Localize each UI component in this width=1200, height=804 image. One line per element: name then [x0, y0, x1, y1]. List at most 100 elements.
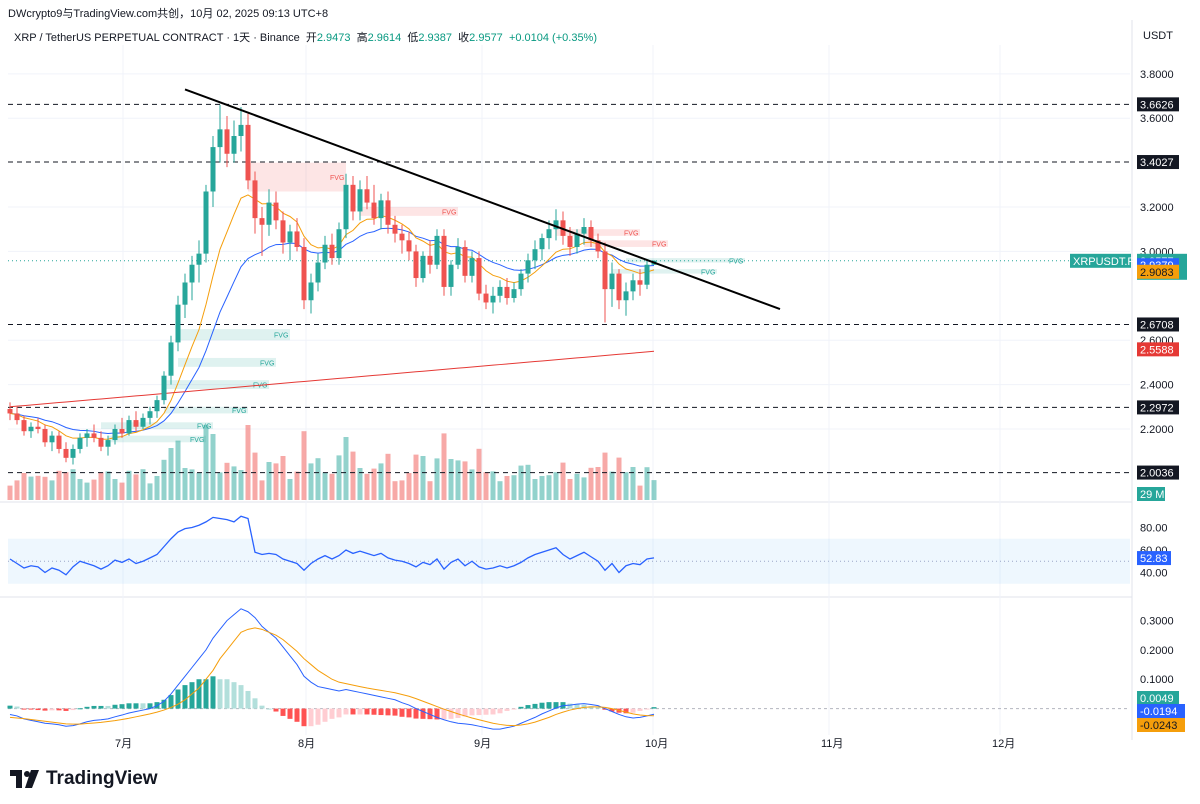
- brand-logo[interactable]: TradingView: [10, 768, 158, 790]
- macd-histogram-bar: [84, 706, 90, 709]
- volume-bar: [210, 434, 216, 500]
- volume-bar: [630, 467, 636, 500]
- macd-histogram-bar: [133, 703, 139, 709]
- candle-body: [301, 246, 307, 301]
- macd-histogram-bar: [273, 708, 279, 712]
- volume-bar: [420, 456, 426, 500]
- price-chart[interactable]: 3.80003.60003.20003.00002.60002.40002.20…: [0, 0, 1200, 756]
- macd-histogram-tag-bg: [1137, 691, 1179, 705]
- volume-bar: [175, 440, 181, 500]
- y-tick-label: 3.0000: [1140, 246, 1174, 258]
- macd-histogram-bar: [469, 708, 475, 716]
- candle-body: [70, 448, 76, 458]
- candle-body: [371, 202, 377, 219]
- volume-bar: [504, 476, 510, 500]
- macd-histogram-bar: [217, 679, 223, 709]
- candle-body: [91, 433, 97, 438]
- fvg-zone: [164, 380, 269, 390]
- volume-bar: [91, 479, 97, 500]
- candle-body: [399, 233, 405, 241]
- volume-bar: [301, 431, 307, 500]
- volume-bar: [112, 479, 118, 500]
- candle-body: [413, 251, 419, 279]
- macd-signal-line: [9, 627, 655, 727]
- candle-body: [315, 262, 321, 283]
- candle-body: [336, 229, 342, 259]
- candle-body: [567, 235, 573, 247]
- volume-bar: [49, 480, 55, 500]
- candle-body: [105, 440, 111, 447]
- symbol-title[interactable]: XRP / TetherUS PERPETUAL CONTRACT · 1天 ·…: [14, 32, 300, 44]
- volume-bar: [266, 462, 272, 500]
- candle-body: [623, 291, 629, 301]
- volume-bar: [490, 471, 496, 500]
- fvg-label: FVG: [197, 424, 211, 431]
- candle-body: [385, 200, 391, 225]
- macd-histogram-bar: [14, 706, 20, 709]
- volume-bar: [14, 480, 20, 500]
- volume-bar: [595, 467, 601, 500]
- candle-body: [406, 240, 412, 252]
- symbol-info-bar: XRP / TetherUS PERPETUAL CONTRACT · 1天 ·…: [14, 29, 597, 45]
- macd-histogram-bar: [301, 708, 307, 727]
- ema-10-tag: 2.9083: [1140, 267, 1174, 279]
- candle-body: [238, 124, 244, 136]
- volume-bar: [406, 473, 412, 500]
- volume-bar: [336, 455, 342, 500]
- macd-histogram-bar: [371, 708, 377, 715]
- candle-body: [35, 426, 41, 429]
- volume-bar: [511, 475, 517, 500]
- candle-body: [357, 189, 363, 212]
- macd-histogram-bar: [147, 703, 153, 709]
- macd-histogram-bar: [119, 704, 125, 709]
- rsi-tick-label: 40.00: [1140, 568, 1168, 580]
- candle-body: [175, 304, 181, 343]
- macd-histogram-bar: [385, 708, 391, 716]
- macd-histogram-bar: [161, 699, 167, 709]
- open-label: 开: [305, 32, 317, 44]
- symbol-tag-bg: [1070, 253, 1131, 268]
- macd-histogram-bar: [448, 708, 454, 719]
- volume-bar: [224, 462, 230, 500]
- macd-histogram-bar: [91, 705, 97, 709]
- candle-body: [252, 180, 258, 219]
- volume-bar: [518, 465, 524, 500]
- candle-body: [273, 202, 279, 221]
- macd-histogram-bar: [651, 707, 657, 709]
- fvg-label: FVG: [701, 269, 715, 276]
- candle-body: [56, 435, 62, 449]
- volume-bar: [525, 464, 531, 500]
- x-tick-label: 12月: [992, 738, 1015, 750]
- fvg-label: FVG: [253, 383, 267, 390]
- y-tick-label: 2.2000: [1140, 424, 1174, 436]
- macd-histogram-bar: [511, 708, 517, 710]
- macd-histogram-bar: [350, 708, 356, 715]
- rsi-value-tag: 52.83: [1140, 553, 1168, 565]
- level-price-tag-bg: [1137, 465, 1179, 480]
- macd-histogram-bar: [7, 705, 13, 709]
- candle-body: [469, 258, 475, 276]
- y-tick-label: 3.8000: [1140, 69, 1174, 81]
- candle-body: [224, 129, 230, 154]
- level-price-tag-bg: [1137, 97, 1179, 112]
- candle-body: [28, 426, 34, 432]
- volume-bar: [322, 472, 328, 500]
- fvg-zone: [360, 207, 458, 216]
- macd-histogram-bar: [574, 704, 580, 709]
- candle-body: [77, 437, 83, 449]
- macd-value-tag: -0.0194: [1140, 706, 1177, 718]
- macd-histogram-bar: [364, 708, 370, 715]
- currency-unit: USDT: [1143, 30, 1173, 42]
- macd-histogram-bar: [126, 703, 132, 709]
- fvg-zone: [584, 240, 668, 247]
- candle-body: [427, 255, 433, 265]
- candle-body: [483, 293, 489, 303]
- fvg-zone: [248, 162, 346, 192]
- candle-body: [154, 400, 160, 412]
- y-tick-label: 3.6000: [1140, 113, 1174, 125]
- y-tick-label: 2.4000: [1140, 380, 1174, 392]
- volume-bar: [196, 473, 202, 500]
- macd-tick-label: 0.3000: [1140, 616, 1174, 628]
- candle-body: [259, 218, 265, 225]
- candle-body: [182, 282, 188, 305]
